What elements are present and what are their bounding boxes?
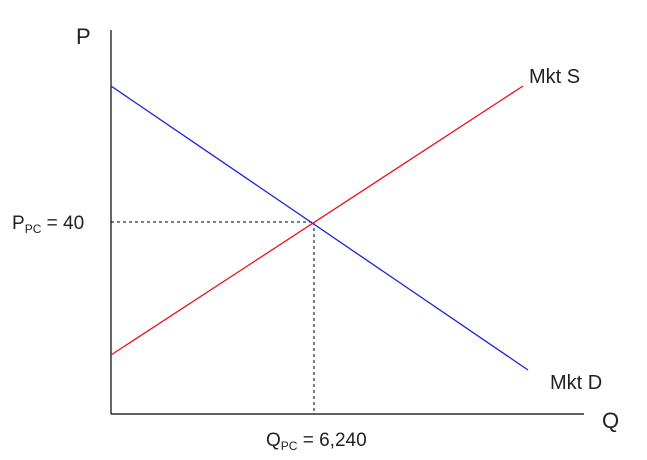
quantity-label-subscript: PC xyxy=(281,439,298,453)
x-axis-label: Q xyxy=(602,408,619,433)
quantity-label-main: Q xyxy=(266,430,281,451)
quantity-label-value: = 6,240 xyxy=(297,430,366,451)
equilibrium-price-label: PPC = 40 xyxy=(12,213,84,236)
price-label-subscript: PC xyxy=(25,222,42,236)
y-axis-label: P xyxy=(76,24,91,49)
supply-curve-label: Mkt S xyxy=(529,66,580,88)
market-supply-curve xyxy=(110,85,524,356)
equilibrium-quantity-label: QPC = 6,240 xyxy=(266,430,367,453)
market-demand-curve xyxy=(110,85,529,371)
demand-curve-label: Mkt D xyxy=(550,372,602,394)
price-label-main: P xyxy=(12,213,25,234)
price-label-value: = 40 xyxy=(41,213,84,234)
